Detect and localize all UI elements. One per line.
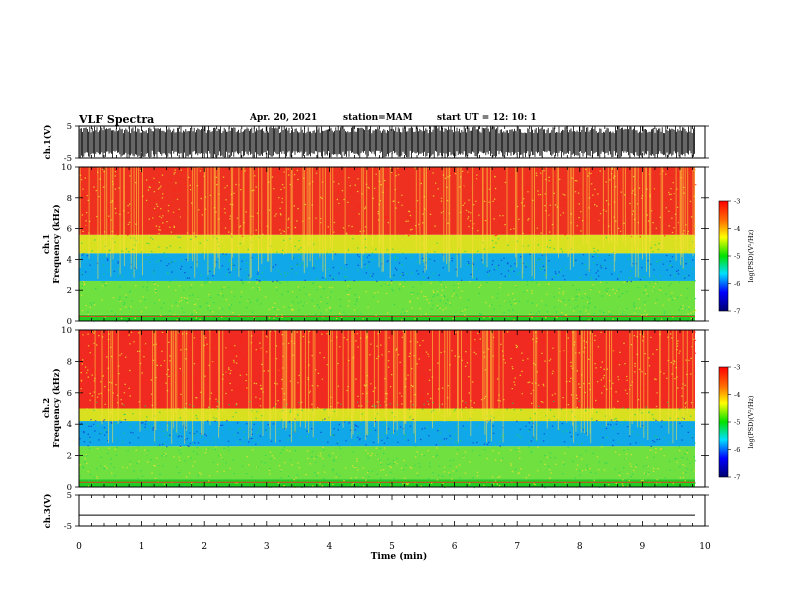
chart-title: VLF Spectra xyxy=(79,113,155,126)
colorbar-ch1-label: log(PSD)(V²/Hz) xyxy=(747,229,755,282)
xtick-label: 4 xyxy=(327,542,333,552)
ch3-wave-ytick-label: 5 xyxy=(67,491,72,501)
x-axis-label: Time (min) xyxy=(371,551,428,562)
ch1-spec-ytick-label: 6 xyxy=(67,225,72,235)
ch1-band-1 xyxy=(79,280,695,315)
xtick-label: 2 xyxy=(201,542,207,552)
station-label: station=MAM xyxy=(343,113,413,123)
colorbar-ch2-tick-label: -6 xyxy=(734,446,740,454)
ch2-texture-red xyxy=(79,330,697,402)
xtick-label: 9 xyxy=(640,542,646,552)
panel-xticks-2 xyxy=(78,167,706,321)
ch1-spec-ytick-label: 0 xyxy=(67,317,72,327)
colorbar-ch1-tick-label: -6 xyxy=(734,280,740,288)
date-label: Apr. 20, 2021 xyxy=(250,113,318,123)
colorbar-ch1-tick-label: -4 xyxy=(734,225,740,233)
ch1-wave-ytick-label: -5 xyxy=(64,154,72,164)
xtick-label: 7 xyxy=(514,542,520,552)
ch2-spec-ytick-label: 6 xyxy=(67,389,72,399)
ch2-spectrogram-ylabel: Frequency (kHz) xyxy=(51,368,62,447)
xtick-label: 10 xyxy=(699,542,711,552)
xtick-label: 3 xyxy=(264,542,270,552)
ch2-spectrogram-channel: ch.2 xyxy=(42,398,52,418)
colorbar-ch2-gradient xyxy=(718,366,729,478)
ch1-spec-ytick-label: 4 xyxy=(67,255,72,265)
panel-xticks-1 xyxy=(78,126,706,158)
ch1-band-0 xyxy=(79,314,695,321)
colorbar-ch2-label: log(PSD)(V²/Hz) xyxy=(747,395,755,448)
ch1-band-2 xyxy=(79,253,695,281)
colorbar-ch2-tick-label: -3 xyxy=(734,364,740,372)
colorbar-ch1-gradient xyxy=(718,200,729,312)
ch1-wave-ytick-label: 5 xyxy=(67,122,72,132)
ch1-streaks xyxy=(79,167,696,280)
colorbar-ch1: -3 -4 -5 -6 -7 log(PSD)(V²/Hz) xyxy=(718,198,755,316)
panel-xticks-3 xyxy=(78,330,706,487)
start-time-label: start UT = 12: 10: 1 xyxy=(437,113,537,123)
ch2-band-0 xyxy=(79,479,695,487)
colorbar-ch2-tick-label: -5 xyxy=(734,419,740,427)
ch3-wave-ytick-label: -5 xyxy=(64,522,72,532)
colorbar-ch1-tick-label: -7 xyxy=(734,308,740,316)
colorbar-ch1-tick-label: -3 xyxy=(734,198,740,206)
ch1-waveform-ylabel: ch.1(V) xyxy=(42,125,53,160)
ch1-band-4 xyxy=(79,167,695,235)
xtick-label: 8 xyxy=(577,542,583,552)
ch1-spectrogram-image xyxy=(79,167,697,323)
ch1-spectrogram-channel: ch.1 xyxy=(42,234,52,254)
xtick-label: 1 xyxy=(139,542,145,552)
ch1-spec-ytick-label: 8 xyxy=(67,194,72,204)
ch2-texture-blue xyxy=(79,418,694,448)
xtick-label: 6 xyxy=(452,542,458,552)
ch2-spec-ytick-label: 2 xyxy=(67,452,72,462)
ch2-spec-ytick-label: 0 xyxy=(67,483,72,493)
ch1-spec-ytick-label: 10 xyxy=(61,163,72,173)
ch2-spec-ytick-label: 8 xyxy=(67,357,72,367)
colorbar-ch2-tick-label: -7 xyxy=(734,474,740,482)
ch1-spectrogram-ylabel: Frequency (kHz) xyxy=(51,204,62,283)
xtick-label: 5 xyxy=(389,542,395,552)
ch1-texture-green xyxy=(81,236,697,323)
ch1-spec-ytick-label: 2 xyxy=(67,286,72,296)
ch2-spectrogram-image xyxy=(79,330,697,489)
ch3-waveform-ylabel: ch.3(V) xyxy=(42,494,53,529)
ch1-band-3 xyxy=(79,234,695,254)
colorbar-ch1-tick-label: -5 xyxy=(734,253,740,261)
ch1-waveform-trace xyxy=(78,126,695,158)
ch2-spec-ytick-label: 10 xyxy=(61,326,72,336)
xtick-label: 0 xyxy=(76,542,82,552)
ch2-band-1 xyxy=(79,446,695,480)
colorbar-ch2: -3 -4 -5 -6 -7 log(PSD)(V²/Hz) xyxy=(718,364,755,482)
colorbar-ch2-tick-label: -4 xyxy=(734,391,740,399)
panel-xticks-4 xyxy=(78,495,706,526)
ch2-streaks xyxy=(94,330,694,444)
ch2-spec-ytick-label: 4 xyxy=(67,420,72,430)
